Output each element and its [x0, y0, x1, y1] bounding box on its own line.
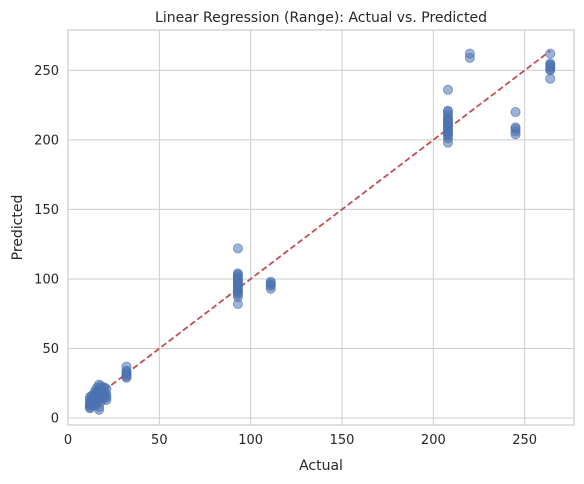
data-point: [442, 105, 453, 116]
data-point: [510, 107, 521, 118]
data-point: [545, 73, 556, 84]
x-tick-label: 250: [512, 433, 537, 448]
data-points: [84, 48, 556, 415]
y-tick-label: 250: [34, 64, 59, 79]
y-tick-label: 50: [42, 342, 59, 357]
data-point: [94, 404, 105, 415]
y-tick-labels: 0 50 100 150 200 250: [34, 64, 59, 427]
x-tick-label: 100: [238, 433, 263, 448]
x-tick-label: 200: [421, 433, 446, 448]
data-point: [464, 48, 475, 59]
grid-lines: [67, 30, 574, 425]
x-tick-labels: 0 50 100 150 200 250: [64, 433, 537, 448]
data-point: [545, 58, 556, 69]
data-point: [545, 48, 556, 59]
y-axis-label: Predicted: [10, 195, 26, 261]
data-point: [442, 84, 453, 95]
chart-title: Linear Regression (Range): Actual vs. Pr…: [155, 10, 487, 26]
plot-frame: [67, 29, 575, 426]
y-tick-label: 150: [34, 203, 59, 218]
y-tick-label: 100: [34, 272, 59, 287]
data-point: [121, 361, 132, 372]
y-tick-label: 0: [51, 412, 59, 427]
x-axis-label: Actual: [299, 458, 343, 474]
reference-line: [89, 50, 551, 403]
data-point: [232, 268, 243, 279]
x-tick-label: 50: [151, 433, 168, 448]
data-point: [101, 392, 112, 403]
data-point: [232, 243, 243, 254]
x-tick-label: 150: [330, 433, 355, 448]
data-point: [101, 383, 112, 394]
reference-line-group: [89, 50, 551, 403]
data-point: [265, 276, 276, 287]
y-tick-label: 200: [34, 133, 59, 148]
x-tick-label: 0: [64, 433, 72, 448]
data-point: [510, 122, 521, 133]
